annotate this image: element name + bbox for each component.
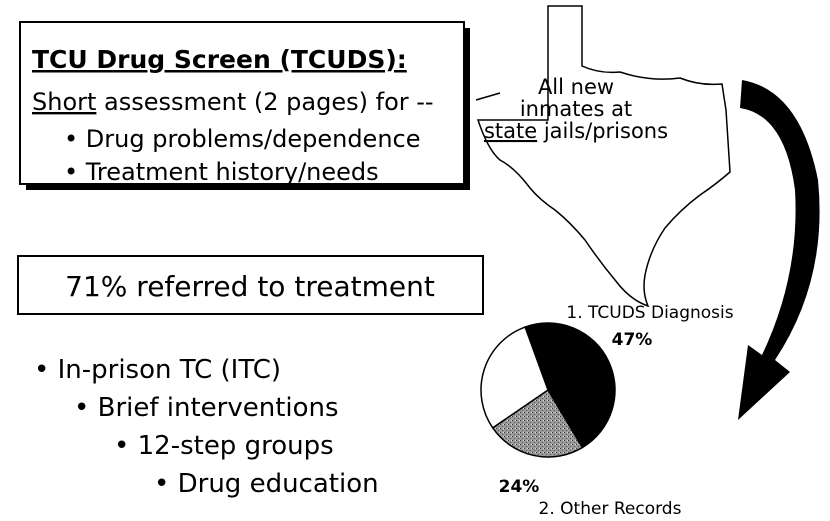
item-text: 12-step groups — [138, 431, 334, 461]
pie-slice — [491, 388, 584, 458]
map-label-line: All new — [538, 75, 614, 99]
bullet: • — [74, 393, 98, 423]
bullet: • — [114, 431, 138, 461]
box-title: TCU Drug Screen (TCUDS): — [32, 45, 407, 74]
pie-slice — [480, 326, 549, 429]
texas-map — [476, 5, 731, 308]
bullet-item: • Drug education — [154, 469, 379, 499]
item-text: Drug education — [178, 469, 379, 499]
item-text: Drug problems/dependence — [86, 125, 421, 153]
map-label-line: state jails/prisons — [484, 119, 668, 143]
map-label-line: inmates at — [520, 97, 632, 121]
bullet-item: • Brief interventions — [74, 393, 339, 423]
item-text: Brief interventions — [98, 393, 339, 423]
value-label: 24% — [499, 477, 540, 497]
bullet-item: • In-prison TC (ITC) — [34, 355, 281, 385]
category-label: 2. Other Records — [539, 499, 682, 519]
category-label: 1. TCUDS Diagnosis — [566, 303, 733, 323]
bullet-item: • Drug problems/dependence — [64, 125, 421, 153]
box-line: Short assessment (2 pages) for -- — [32, 88, 434, 116]
value-label: 47% — [612, 330, 653, 350]
emphasis: Short — [32, 88, 96, 116]
bullet: • — [154, 469, 178, 499]
bullet: • — [64, 125, 86, 153]
bullet: • — [64, 158, 86, 186]
line-text: assessment (2 pages) for -- — [96, 88, 433, 116]
headline: 71% referred to treatment — [65, 270, 435, 303]
item-text: In-prison TC (ITC) — [58, 355, 281, 385]
item-text: Treatment history/needs — [85, 158, 379, 186]
bullet-item: • Treatment history/needs — [64, 158, 379, 186]
emphasis: state — [484, 119, 537, 143]
bullet: • — [34, 355, 58, 385]
bullet-item: • 12-step groups — [114, 431, 334, 461]
info-box — [19, 21, 465, 185]
arrow — [738, 80, 820, 420]
pie-slice — [524, 322, 616, 449]
headline-box — [17, 255, 484, 315]
connector — [475, 92, 501, 101]
line-text: jails/prisons — [537, 119, 668, 143]
